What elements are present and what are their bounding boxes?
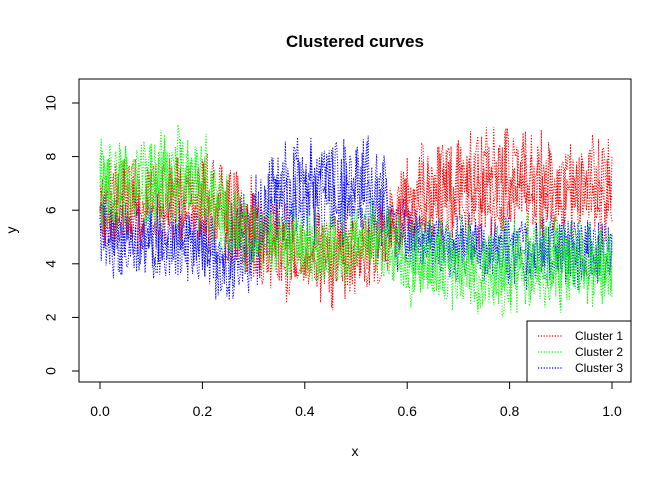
y-axis-label: y <box>3 227 19 234</box>
legend-label: Cluster 1 <box>575 329 623 343</box>
legend-label: Cluster 2 <box>575 345 623 359</box>
y-tick-label: 8 <box>43 152 59 160</box>
x-tick-label: 0.4 <box>295 403 315 419</box>
x-tick-label: 1.0 <box>602 403 622 419</box>
series-line-cluster-2 <box>99 129 613 315</box>
curves-layer <box>99 124 613 318</box>
series-line-cluster-2 <box>99 139 613 314</box>
x-axis: 0.0 0.2 0.4 0.6 0.8 1.0 <box>90 381 622 419</box>
series-line-cluster-3 <box>99 137 613 300</box>
legend-label: Cluster 3 <box>575 361 623 375</box>
y-axis: 0 2 4 6 8 10 <box>43 95 80 375</box>
chart-title: Clustered curves <box>286 32 424 51</box>
series-line-cluster-2 <box>99 124 613 318</box>
y-tick-label: 4 <box>43 260 59 268</box>
series-line-cluster-1 <box>99 126 613 311</box>
x-tick-label: 0.8 <box>500 403 520 419</box>
y-tick-label: 10 <box>43 95 59 111</box>
y-tick-label: 6 <box>43 206 59 214</box>
y-tick-label: 0 <box>43 367 59 375</box>
legend: Cluster 1 Cluster 2 Cluster 3 <box>526 320 632 383</box>
x-tick-label: 0.2 <box>193 403 213 419</box>
x-tick-label: 0.0 <box>90 403 110 419</box>
x-axis-label: x <box>352 443 359 459</box>
x-tick-label: 0.6 <box>397 403 417 419</box>
y-tick-label: 2 <box>43 313 59 321</box>
